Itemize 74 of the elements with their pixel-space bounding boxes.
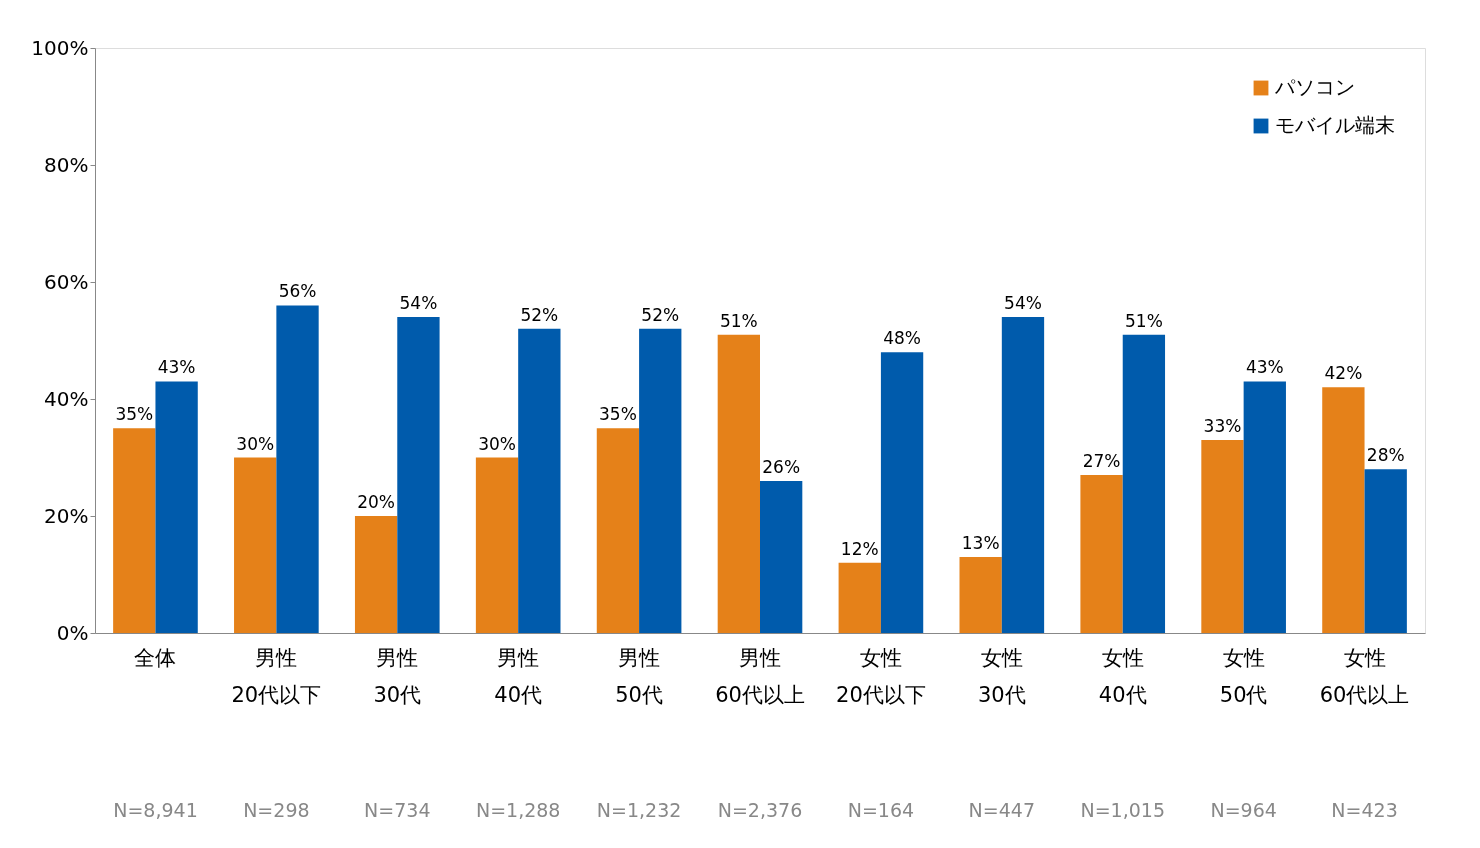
bar <box>838 562 881 633</box>
data-label: 20% <box>357 492 396 512</box>
bar <box>276 305 319 633</box>
bar <box>1001 317 1045 633</box>
data-label: 56% <box>278 281 317 302</box>
data-label: 54% <box>399 293 438 314</box>
text: N=298 <box>243 799 310 821</box>
data-label: 33% <box>1203 415 1242 436</box>
x-tick-label: 男性 20代以下 <box>231 645 322 707</box>
x-tick-label: 男性 40代 <box>494 645 543 707</box>
bar <box>113 428 156 633</box>
bar <box>717 334 760 633</box>
bar <box>760 480 803 633</box>
text: N=964 <box>1210 799 1277 821</box>
bar <box>1122 334 1166 633</box>
text: N=1,232 <box>596 799 682 821</box>
x-tick-label: 全体 <box>134 645 177 670</box>
data-label: 26% <box>762 456 801 477</box>
y-tick-label: 0% <box>56 620 89 645</box>
x-tick-label: 男性 50代 <box>615 645 663 707</box>
data-label: 52% <box>641 304 680 325</box>
text: N=1,015 <box>1080 799 1165 821</box>
text: N=164 <box>847 799 915 821</box>
y-tick-label: 60% <box>44 269 89 294</box>
legend-label: パソコン <box>1274 75 1355 99</box>
bar <box>1080 475 1123 633</box>
x-tick-label: 女性 30代 <box>977 645 1026 707</box>
x-tick-label: 男性 60代以上 <box>715 645 805 707</box>
bar <box>880 352 924 633</box>
data-label: 54% <box>1004 293 1042 314</box>
bar <box>1201 439 1244 633</box>
bar <box>1322 387 1365 633</box>
text: N=8,941 <box>113 799 198 821</box>
data-label: 35% <box>599 404 637 425</box>
data-label: 30% <box>236 433 275 454</box>
bar <box>397 317 440 633</box>
data-label: 28% <box>1366 445 1405 466</box>
data-label: 52% <box>520 304 559 325</box>
y-tick-label: 40% <box>44 386 89 411</box>
data-label: 27% <box>1082 451 1121 472</box>
x-tick-label: 女性 60代以上 <box>1319 645 1410 707</box>
x-tick-label: 女性 50代 <box>1219 645 1268 707</box>
y-tick-label: 80% <box>44 152 89 177</box>
text: N=2,376 <box>717 799 803 821</box>
y-tick-label: 20% <box>44 503 89 528</box>
bar <box>475 457 519 633</box>
text: N=447 <box>968 799 1036 821</box>
bar <box>354 516 398 633</box>
y-tick-label: 100% <box>31 35 89 60</box>
bar <box>155 381 198 633</box>
legend-label: モバイル端末 <box>1275 113 1395 137</box>
data-label: 51% <box>719 310 758 331</box>
data-label: 13% <box>961 532 1000 553</box>
x-tick-label: 女性 40代 <box>1098 645 1147 707</box>
data-label: 35% <box>115 404 154 425</box>
bar <box>959 556 1002 633</box>
x-tick-label: 男性 30代 <box>373 645 422 707</box>
text: N=1,288 <box>475 799 561 821</box>
text: N=734 <box>364 799 431 821</box>
bar <box>1243 381 1286 633</box>
data-label: 48% <box>883 328 921 349</box>
bar <box>596 428 640 633</box>
data-label: 42% <box>1324 363 1363 384</box>
bar <box>1364 469 1407 633</box>
text: N=423 <box>1331 799 1398 821</box>
data-label: 51% <box>1124 310 1163 331</box>
data-label: 43% <box>157 357 196 378</box>
data-label: 43% <box>1245 357 1284 378</box>
bar <box>234 457 277 633</box>
data-label: 30% <box>478 433 516 454</box>
x-tick-label: 女性 20代以下 <box>836 645 926 707</box>
bar <box>518 328 561 633</box>
bar <box>639 328 682 633</box>
data-label: 12% <box>840 538 879 559</box>
